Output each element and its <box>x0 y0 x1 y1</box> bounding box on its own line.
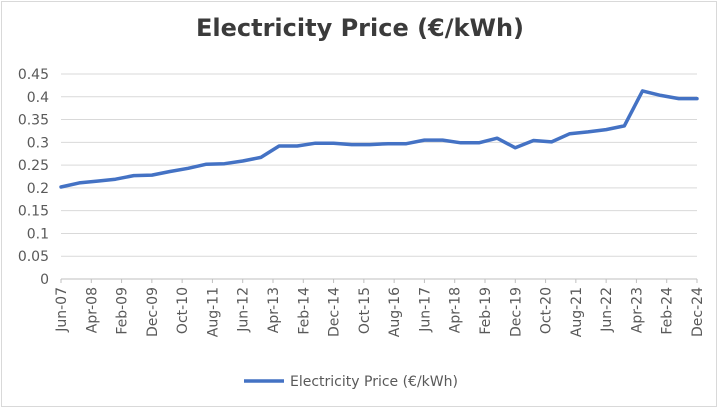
series-group <box>59 89 699 189</box>
x-tick-label: Oct-10 <box>175 287 191 334</box>
y-axis-ticks: 0 0.05 0.1 0.15 0.2 0.25 0.3 0.35 0.4 0.45 <box>18 67 49 288</box>
y-tick-label: 0.15 <box>18 204 49 220</box>
x-tick-label: Jun-07 <box>54 287 70 333</box>
chart-title: Electricity Price (€/kWh) <box>195 14 525 42</box>
x-tick-label: Feb-14 <box>296 287 312 335</box>
x-tick-label: Apr-13 <box>266 287 282 333</box>
x-tick-label: Dec-14 <box>327 287 343 337</box>
x-tick-label: Oct-15 <box>357 287 373 334</box>
y-tick-label: 0.45 <box>18 67 49 83</box>
x-tick-label: Feb-09 <box>115 287 131 335</box>
y-tick-label: 0.4 <box>27 90 49 106</box>
gridlines <box>61 73 697 257</box>
y-tick-label: 0.2 <box>27 181 49 197</box>
y-tick-label: 0.1 <box>27 226 49 242</box>
x-tick-label: Dec-24 <box>690 287 706 337</box>
x-tick-label: Apr-23 <box>629 287 645 333</box>
series-line-electricity-price <box>59 89 699 189</box>
legend: Electricity Price (€/kWh) <box>244 374 458 390</box>
x-tick-label: Feb-24 <box>660 287 676 335</box>
y-tick-label: 0.3 <box>27 135 49 151</box>
legend-label: Electricity Price (€/kWh) <box>290 374 458 390</box>
x-tick-label: Oct-20 <box>539 287 555 334</box>
x-tick-label: Jun-22 <box>599 287 615 333</box>
x-tick-label: Jun-12 <box>236 287 252 333</box>
x-tick-label: Apr-08 <box>84 287 100 333</box>
x-tick-label: Aug-16 <box>387 287 403 337</box>
y-tick-label: 0.05 <box>18 249 49 265</box>
x-tick-label: Dec-19 <box>508 287 524 337</box>
x-tick-label: Apr-18 <box>448 287 464 333</box>
y-tick-label: 0.35 <box>18 113 49 129</box>
x-tick-label: Aug-21 <box>569 287 585 337</box>
y-tick-label: 0 <box>40 272 49 288</box>
x-tick-label: Aug-11 <box>205 287 221 337</box>
y-tick-label: 0.25 <box>18 158 49 174</box>
x-tick-label: Dec-09 <box>145 287 161 337</box>
x-tick-label: Feb-19 <box>478 287 494 335</box>
x-axis-ticks: Jun-07 Apr-08 Feb-09 Dec-09 Oct-10 Aug-11 Jun-… <box>54 279 706 337</box>
x-tick-label: Jun-17 <box>417 287 433 333</box>
